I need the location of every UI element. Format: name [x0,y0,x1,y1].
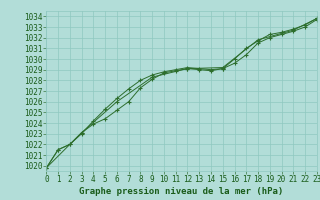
X-axis label: Graphe pression niveau de la mer (hPa): Graphe pression niveau de la mer (hPa) [79,187,284,196]
